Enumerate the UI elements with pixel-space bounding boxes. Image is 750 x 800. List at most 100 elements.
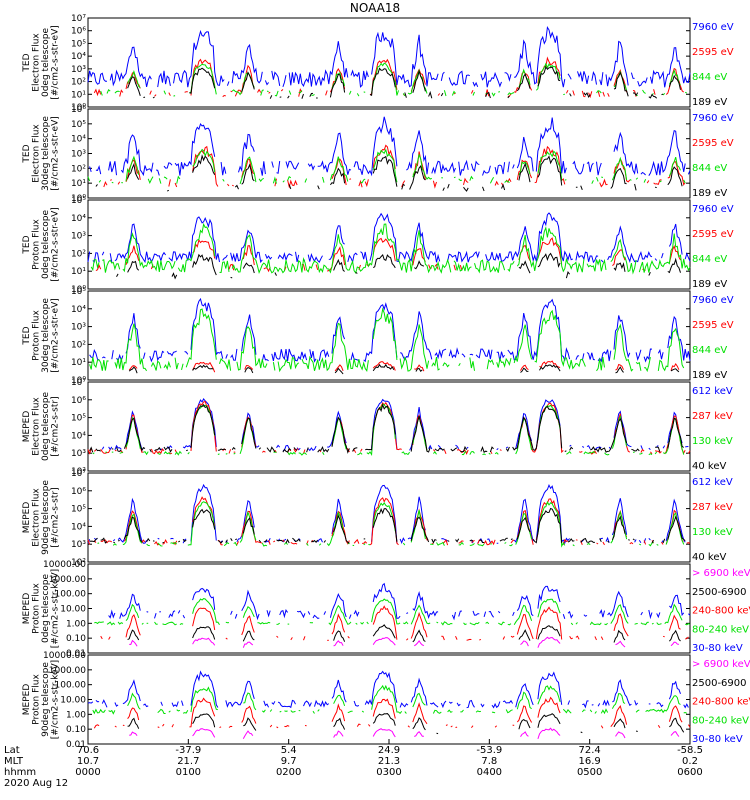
series-red-line	[360, 448, 363, 452]
y-axis-title: TED Electron Flux 30deg telescope [#/cm2-s-…	[22, 116, 61, 191]
x-lat-value: 72.4	[579, 745, 601, 756]
series-red-line	[162, 538, 168, 545]
y-axis-title: MEPED Electron Flux 90deg telescope [#/cm2-…	[22, 480, 61, 555]
y-tick-label: 10⁷	[71, 469, 86, 479]
series-blue-line	[230, 610, 233, 615]
series-blue-line	[108, 161, 117, 176]
series-black-line	[282, 447, 292, 453]
series-blue-line	[497, 610, 501, 614]
series-black-line	[244, 367, 254, 374]
series-red-line	[479, 638, 482, 641]
series-green-line	[158, 178, 162, 184]
series-green-line	[347, 710, 353, 714]
legend-entry: 7960 eV	[692, 295, 734, 306]
series-green-line	[192, 148, 216, 173]
series-red-line	[607, 92, 610, 97]
series-blue-line	[173, 29, 225, 88]
series-green-line	[601, 176, 604, 178]
series-black-line	[128, 366, 138, 374]
series-blue-line	[363, 302, 398, 363]
legend-entry: 80-240 keV	[692, 715, 749, 726]
series-blue-line	[512, 611, 515, 616]
series-green-line	[147, 176, 154, 185]
series-red-line	[149, 90, 152, 95]
y-tick-label: 0.10	[66, 634, 86, 644]
date-label: 2020 Aug 12	[4, 778, 68, 789]
legend-entry: 7960 eV	[692, 22, 734, 33]
panel-1: 10⁰ 10¹ 10² 10³ 10⁴ 10⁵ 10⁶ 10⁷ TED Electron Flux…	[22, 14, 734, 113]
series-red-line	[414, 364, 425, 372]
series-green-line	[562, 708, 572, 714]
series-red-line	[615, 363, 624, 371]
series-black-line	[667, 257, 681, 274]
y-axis-title-line: 90deg telescope	[41, 480, 51, 555]
series-green-line	[371, 684, 403, 715]
series-green-line	[433, 450, 437, 455]
legend-entry: 40 keV	[692, 552, 726, 563]
legend-entry: 189 eV	[692, 97, 727, 108]
series-blue-line	[277, 251, 293, 262]
y-tick-label: 10000.00	[43, 560, 86, 570]
y-tick-label: 10⁷	[71, 378, 86, 388]
series-magenta-line	[670, 641, 679, 647]
y-tick-label: 10⁰	[71, 285, 86, 295]
series-blue-line	[220, 162, 227, 176]
series-green-line	[372, 307, 398, 361]
series-green-line	[683, 179, 686, 184]
series-blue-line	[480, 71, 502, 88]
series-blue-line	[407, 496, 426, 540]
series-blue-line	[166, 350, 177, 357]
series-red-line	[437, 93, 441, 96]
series-blue-line	[455, 444, 460, 450]
y-tick-label: 10³	[71, 232, 86, 242]
series-green-line	[318, 543, 322, 546]
y-axis-title-line: TED	[22, 326, 32, 345]
series-black-line	[365, 403, 396, 451]
panel-2: 10⁰ 10¹ 10² 10³ 10⁴ 10⁵ 10⁶ TED Electron Flux 30d…	[22, 105, 734, 204]
series-black-line	[285, 538, 290, 544]
series-black-line	[607, 540, 610, 543]
panel-5: 10² 10³ 10⁴ 10⁵ 10⁶ 10⁷ MEPED Electron Flux 0deg…	[22, 378, 733, 477]
series-blue-line	[640, 611, 643, 616]
series-blue-line	[472, 610, 480, 616]
series-blue-line	[171, 701, 179, 708]
series-blue-line	[318, 349, 330, 361]
series-red-line	[231, 184, 234, 187]
series-black-line	[613, 629, 626, 643]
series-magenta-line	[414, 730, 424, 737]
series-green-line	[432, 709, 442, 714]
series-blue-line	[168, 610, 176, 618]
series-black-line	[269, 95, 273, 99]
series-blue-line	[399, 311, 433, 361]
series-red-line	[268, 539, 271, 545]
series-green-line	[260, 89, 264, 96]
series-black-line	[613, 262, 626, 272]
series-red-line	[334, 364, 344, 372]
series-red-line	[244, 365, 254, 370]
x-time-tick-label: 0200	[276, 767, 301, 778]
series-blue-line	[295, 251, 300, 263]
series-black-line	[520, 367, 529, 373]
series-blue-line	[331, 316, 346, 354]
series-green-line	[360, 621, 365, 625]
series-red-line	[459, 264, 463, 271]
series-red-line	[494, 725, 498, 728]
series-black-line	[428, 90, 433, 99]
y-axis-title-line: TED	[22, 235, 32, 254]
series-blue-line	[112, 539, 116, 542]
series-red-line	[108, 636, 111, 640]
series-blue-line	[654, 258, 658, 261]
series-red-line	[368, 724, 371, 727]
series-green-line	[586, 543, 591, 546]
series-green-line	[185, 308, 217, 368]
panel-frame	[87, 472, 691, 563]
series-blue-line	[276, 161, 281, 174]
y-tick-label: 10⁴	[71, 305, 86, 315]
series-red-line	[230, 90, 233, 93]
series-green-line	[163, 360, 171, 371]
y-tick-label: 10⁵	[71, 505, 86, 515]
series-blue-line	[491, 701, 501, 709]
series-green-line	[662, 92, 666, 96]
series-black-line	[635, 730, 638, 732]
series-red-line	[686, 542, 691, 544]
